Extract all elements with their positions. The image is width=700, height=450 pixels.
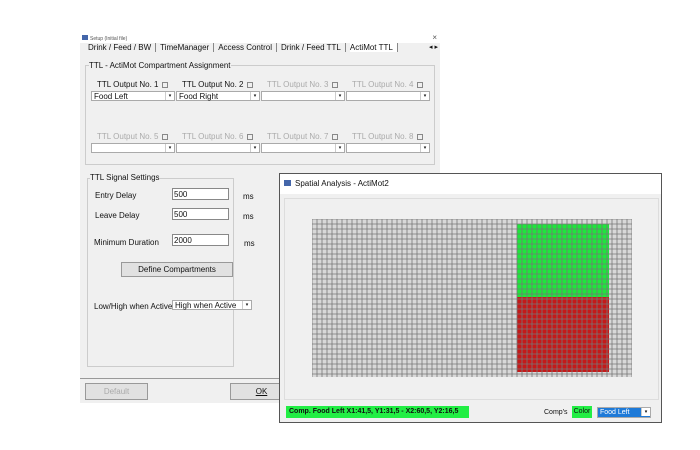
- define-compartments-button[interactable]: Define Compartments: [121, 262, 233, 277]
- ttl-output-3-label: TTL Output No. 3: [267, 80, 338, 89]
- compartment-food-right: [517, 297, 609, 372]
- tab-access-control[interactable]: Access Control: [218, 43, 277, 52]
- ttl-output-8-label: TTL Output No. 8: [352, 132, 423, 141]
- ttl-output-2-checkbox[interactable]: [246, 81, 253, 88]
- unit-label: ms: [244, 239, 255, 248]
- assignment-title: TTL - ActiMot Compartment Assignment: [89, 61, 231, 70]
- canvas-area: [284, 198, 659, 400]
- window-title: Spatial Analysis - ActiMot2: [295, 179, 389, 188]
- ttl-output-5-select[interactable]: ▾: [91, 143, 175, 153]
- ttl-output-6-label: TTL Output No. 6: [182, 132, 253, 141]
- ttl-output-2-select[interactable]: Food Right ▾: [176, 91, 260, 101]
- signal-title: TTL Signal Settings: [90, 173, 160, 182]
- tab-actimot-ttl[interactable]: ActiMot TTL: [349, 43, 398, 52]
- ok-button[interactable]: OK: [230, 383, 293, 400]
- status-text: Comp. Food Left X1:41,5, Y1:31,5 - X2:60…: [286, 406, 469, 418]
- ttl-output-1-label: TTL Output No. 1: [97, 80, 168, 89]
- tab-drink-feed-ttl[interactable]: Drink / Feed TTL: [280, 43, 346, 52]
- tab-bar: Drink / Feed / BW TimeManager Access Contr…: [88, 43, 402, 57]
- ttl-output-6-select[interactable]: ▾: [176, 143, 260, 153]
- signal-group: [87, 178, 234, 367]
- title-bar: Spatial Analysis - ActiMot2: [280, 174, 661, 194]
- leave-delay-label: Leave Delay: [95, 211, 140, 220]
- ttl-output-2-label: TTL Output No. 2: [182, 80, 253, 89]
- comps-label: Comp's: [544, 409, 568, 416]
- entry-delay-input[interactable]: 500: [172, 188, 229, 200]
- ttl-output-5-label: TTL Output No. 5: [97, 132, 168, 141]
- window-title: Setup (Initial file): [90, 36, 128, 42]
- compartment-food-left: [517, 224, 609, 297]
- close-icon[interactable]: ×: [432, 33, 437, 42]
- assignment-group: [85, 65, 435, 165]
- ttl-output-3-select[interactable]: ▾: [261, 91, 345, 101]
- spatial-grid[interactable]: [312, 219, 632, 379]
- ttl-output-5-checkbox[interactable]: [161, 133, 168, 140]
- spatial-analysis-window: Spatial Analysis - ActiMot2 Comp. Food L…: [279, 173, 662, 423]
- app-icon: [82, 35, 88, 40]
- unit-label: ms: [243, 212, 254, 221]
- ttl-output-7-checkbox[interactable]: [331, 133, 338, 140]
- tab-timemanager[interactable]: TimeManager: [160, 43, 215, 52]
- app-icon: [284, 180, 291, 186]
- tab-drink-feed-bw[interactable]: Drink / Feed / BW: [88, 43, 157, 52]
- compartment-select[interactable]: Food Left ▾: [597, 407, 651, 418]
- leave-delay-input[interactable]: 500: [172, 208, 229, 220]
- min-duration-input[interactable]: 2000: [172, 234, 229, 246]
- ttl-output-8-select[interactable]: ▾: [346, 143, 430, 153]
- entry-delay-label: Entry Delay: [95, 191, 137, 200]
- ttl-output-3-checkbox[interactable]: [331, 81, 338, 88]
- ttl-output-4-label: TTL Output No. 4: [352, 80, 423, 89]
- ttl-output-6-checkbox[interactable]: [246, 133, 253, 140]
- ttl-output-4-select[interactable]: ▾: [346, 91, 430, 101]
- ttl-output-7-select[interactable]: ▾: [261, 143, 345, 153]
- grid-lines: [312, 219, 632, 377]
- lowhigh-select[interactable]: High when Active ▾: [172, 300, 252, 310]
- default-button[interactable]: Default: [85, 383, 148, 400]
- lowhigh-label: Low/High when Active: [94, 302, 173, 311]
- color-button[interactable]: Color: [572, 406, 592, 418]
- min-duration-label: Minimum Duration: [94, 238, 159, 247]
- tab-scroll-arrows[interactable]: ◂ ▸: [429, 44, 438, 51]
- ttl-output-1-select[interactable]: Food Left ▾: [91, 91, 175, 101]
- ttl-output-1-checkbox[interactable]: [161, 81, 168, 88]
- ttl-output-8-checkbox[interactable]: [416, 133, 423, 140]
- ttl-output-7-label: TTL Output No. 7: [267, 132, 338, 141]
- unit-label: ms: [243, 192, 254, 201]
- ttl-output-4-checkbox[interactable]: [416, 81, 423, 88]
- title-bar: Setup (Initial file) ×: [80, 33, 440, 43]
